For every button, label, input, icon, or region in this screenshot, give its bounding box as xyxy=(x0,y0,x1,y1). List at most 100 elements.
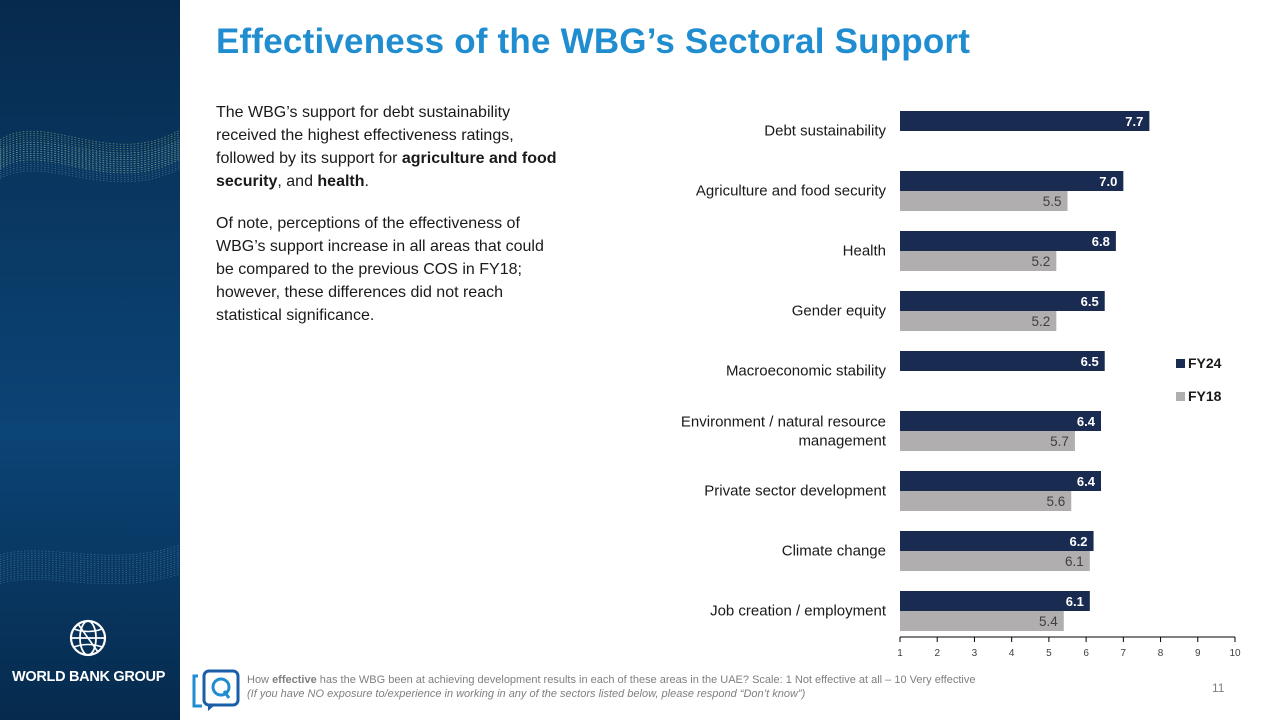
decorative-wave-line xyxy=(0,566,180,578)
summary-highlight-health: health xyxy=(317,173,365,190)
category-label: Agriculture and food security xyxy=(696,183,887,200)
x-tick-label: 6 xyxy=(1083,648,1089,659)
bar-fy24 xyxy=(900,471,1101,491)
decorative-wave-line xyxy=(0,134,180,150)
question-text-part: has the WBG been at achieving developmen… xyxy=(316,674,976,686)
survey-question: How effective has the WBG been at achiev… xyxy=(247,673,1147,687)
category-label: Health xyxy=(843,243,886,260)
data-label-fy24: 6.1 xyxy=(1066,594,1084,609)
category-label: Macroeconomic stability xyxy=(726,363,887,380)
world-bank-globe-icon xyxy=(69,619,107,657)
category-label-line: Gender equity xyxy=(792,303,887,320)
legend-label-fy18: FY18 xyxy=(1188,388,1222,404)
decorative-wave-line xyxy=(0,544,180,556)
data-label-fy18: 5.6 xyxy=(1046,494,1065,509)
legend-swatch-fy18 xyxy=(1176,391,1185,401)
category-label-line: Environment / natural resource xyxy=(681,414,886,431)
decorative-wave-line xyxy=(0,129,180,145)
bar-fy24 xyxy=(900,291,1105,311)
x-tick-label: 2 xyxy=(934,648,940,659)
category-label: Gender equity xyxy=(792,303,887,320)
page-title: Effectiveness of the WBG’s Sectoral Supp… xyxy=(216,22,971,61)
question-text-part: How xyxy=(247,674,273,686)
data-label-fy24: 6.5 xyxy=(1081,354,1099,369)
survey-question-note: How effective has the WBG been at achiev… xyxy=(247,673,1147,701)
bar-fy24 xyxy=(900,231,1116,251)
category-label-line: Agriculture and food security xyxy=(696,183,887,200)
decorative-wave-line xyxy=(0,147,180,163)
decorative-wave-line xyxy=(0,161,180,176)
category-label-line: Climate change xyxy=(782,543,886,560)
summary-text: The WBG’s support for debt sustainabilit… xyxy=(216,101,561,346)
x-tick-label: 8 xyxy=(1158,648,1164,659)
x-tick-label: 7 xyxy=(1121,648,1127,659)
bar-fy18 xyxy=(900,191,1068,211)
category-label-line: management xyxy=(798,433,886,450)
decorative-wave-line xyxy=(0,145,180,161)
x-tick-label: 10 xyxy=(1229,648,1241,659)
decorative-wave-pattern xyxy=(0,129,180,585)
bar-fy18 xyxy=(900,431,1075,451)
brand-name: WORLD BANK GROUP xyxy=(12,669,166,685)
data-label-fy18: 5.4 xyxy=(1039,614,1058,629)
category-label: Debt sustainability xyxy=(764,123,886,140)
question-q-icon xyxy=(192,669,240,711)
decorative-wave-line xyxy=(0,560,180,571)
decorative-wave-line xyxy=(0,568,180,580)
decorative-wave-line xyxy=(0,139,180,154)
data-label-fy24: 6.2 xyxy=(1069,534,1087,549)
category-label-line: Health xyxy=(843,243,886,260)
decorative-wave-line xyxy=(0,131,180,147)
data-label-fy18: 5.2 xyxy=(1032,314,1051,329)
bar-fy18 xyxy=(900,611,1064,631)
bar-fy18 xyxy=(900,311,1057,331)
decorative-wave-line xyxy=(0,159,180,174)
summary-paragraph-1: The WBG’s support for debt sustainabilit… xyxy=(216,101,561,193)
survey-instruction: (If you have NO exposure to/experience i… xyxy=(247,688,806,700)
data-label-fy24: 6.5 xyxy=(1081,294,1099,309)
decorative-wave-line xyxy=(0,151,180,167)
decorative-wave-line xyxy=(0,155,180,169)
question-keyword: effective xyxy=(272,674,317,686)
category-label: Job creation / employment xyxy=(710,603,887,620)
decorative-wave-line xyxy=(0,555,180,567)
bar-fy24 xyxy=(900,351,1105,371)
category-label-line: Private sector development xyxy=(704,483,887,500)
summary-text-part: . xyxy=(364,173,369,190)
decorative-wave-line xyxy=(0,546,180,558)
decorative-wave-line xyxy=(0,148,180,163)
summary-text-part: , and xyxy=(277,173,318,190)
x-tick-label: 3 xyxy=(972,648,978,659)
decorative-wave-line xyxy=(0,138,180,154)
legend-label-fy24: FY24 xyxy=(1188,355,1222,371)
decorative-wave-line xyxy=(0,562,180,574)
bar-fy24 xyxy=(900,591,1090,611)
x-tick-label: 5 xyxy=(1046,648,1052,659)
decorative-wave-line xyxy=(0,163,180,178)
decorative-wave-line xyxy=(0,166,180,180)
x-tick-label: 4 xyxy=(1009,648,1015,659)
decorative-wave-line xyxy=(0,140,180,156)
decorative-wave-line xyxy=(0,152,180,167)
data-label-fy18: 5.7 xyxy=(1050,434,1069,449)
chart-legend: FY24 FY18 xyxy=(1176,352,1221,418)
data-label-fy24: 6.8 xyxy=(1092,234,1110,249)
effectiveness-bar-chart: Debt sustainability Agriculture and food … xyxy=(681,111,1241,659)
data-label-fy18: 5.2 xyxy=(1032,254,1051,269)
data-label-fy24: 6.4 xyxy=(1077,414,1096,429)
category-label-line: Macroeconomic stability xyxy=(726,363,887,380)
decorative-wave-line xyxy=(0,142,180,158)
data-label-fy18: 5.5 xyxy=(1043,194,1062,209)
bar-fy24 xyxy=(900,411,1101,431)
summary-highlight-agriculture: agriculture and food security xyxy=(216,150,557,190)
x-tick-label: 9 xyxy=(1195,648,1201,659)
data-label-fy24: 6.4 xyxy=(1077,474,1096,489)
category-label: Private sector development xyxy=(704,483,887,500)
decorative-wave-line xyxy=(0,150,180,165)
bar-fy24 xyxy=(900,111,1150,131)
decorative-wave-line xyxy=(0,553,180,565)
legend-item-fy18: FY18 xyxy=(1176,385,1221,407)
brand-side-panel: WORLD BANK GROUP xyxy=(0,0,180,720)
summary-paragraph-2: Of note, perceptions of the effectivenes… xyxy=(216,215,544,324)
category-label-line: Job creation / employment xyxy=(710,603,887,620)
